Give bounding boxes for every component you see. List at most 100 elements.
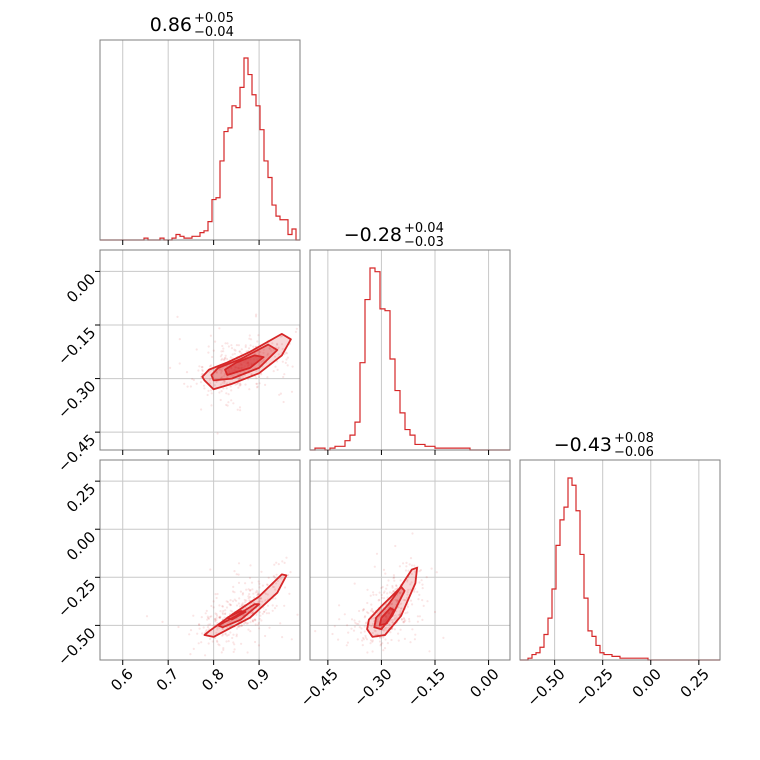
sample-point — [386, 584, 389, 587]
sample-point — [251, 612, 254, 615]
sample-point — [403, 620, 406, 623]
sample-point — [333, 625, 336, 628]
sample-point — [400, 617, 403, 621]
sample-point — [207, 617, 211, 620]
sample-point — [215, 617, 218, 620]
sample-point — [205, 609, 208, 613]
sample-point — [224, 612, 227, 616]
sample-point — [218, 369, 221, 372]
sample-point — [373, 629, 376, 632]
sample-point — [270, 349, 273, 352]
x-tick-label-1-3: 0.00 — [466, 665, 502, 701]
sample-point — [275, 561, 278, 564]
sample-point — [236, 373, 239, 376]
sample-point — [224, 632, 227, 635]
sample-point — [259, 597, 262, 600]
sample-point — [215, 631, 218, 635]
sample-point — [372, 593, 375, 596]
sample-point — [233, 648, 236, 651]
sample-point — [260, 619, 263, 622]
sample-point — [216, 592, 219, 596]
sample-point — [240, 642, 243, 645]
sample-point — [210, 392, 213, 395]
sample-point — [196, 632, 199, 635]
sample-point — [420, 579, 423, 582]
sample-point — [378, 591, 381, 594]
sample-point — [183, 382, 186, 385]
sample-point — [220, 390, 223, 393]
sample-point — [405, 596, 409, 600]
sample-point — [237, 378, 240, 381]
sample-point — [235, 635, 238, 638]
sample-point — [231, 590, 235, 593]
sample-point — [239, 590, 242, 593]
sample-point — [383, 647, 387, 650]
sample-point — [413, 564, 416, 567]
sample-point — [372, 591, 375, 594]
sample-point — [237, 625, 241, 628]
sample-point — [177, 625, 180, 629]
contour-level-2 — [226, 610, 247, 621]
sample-point — [362, 608, 365, 611]
sample-point — [285, 556, 288, 559]
sample-point — [221, 376, 224, 379]
sample-point — [277, 563, 280, 566]
sample-point — [392, 590, 395, 593]
sample-point — [393, 617, 396, 620]
sample-point — [283, 353, 286, 356]
sample-point — [281, 347, 284, 351]
sample-point — [280, 343, 284, 346]
sample-point — [233, 352, 236, 355]
sample-point — [241, 592, 245, 595]
sample-point — [413, 587, 417, 590]
sample-point — [222, 380, 226, 383]
sample-point — [244, 621, 247, 624]
sample-point — [222, 347, 225, 350]
sample-point — [396, 599, 399, 602]
sample-point — [279, 622, 282, 625]
sample-point — [261, 612, 264, 615]
sample-point — [295, 327, 298, 330]
sample-point — [397, 632, 400, 635]
sample-point — [238, 376, 241, 379]
sample-point — [279, 335, 282, 338]
sample-point — [363, 625, 366, 628]
sample-point — [145, 615, 149, 618]
sample-point — [399, 579, 402, 582]
sample-point — [189, 629, 193, 632]
sample-point — [221, 381, 224, 384]
sample-point — [404, 619, 407, 622]
sample-point — [225, 600, 228, 603]
sample-point — [199, 381, 203, 384]
sample-point — [257, 623, 260, 626]
sample-point — [413, 590, 416, 593]
sample-point — [381, 642, 384, 645]
sample-point — [411, 628, 414, 631]
sample-point — [225, 403, 228, 406]
sample-point — [258, 627, 261, 630]
sample-point — [256, 591, 259, 594]
sample-point — [229, 356, 232, 359]
sample-point — [236, 408, 239, 411]
sample-point — [381, 585, 384, 589]
sample-point — [404, 612, 407, 615]
sample-point — [264, 383, 267, 386]
sample-point — [207, 351, 210, 354]
sample-point — [260, 597, 263, 600]
sample-point — [397, 639, 400, 642]
sample-point — [229, 631, 232, 634]
sample-point — [338, 618, 341, 621]
sample-point — [392, 577, 395, 580]
sample-point — [343, 613, 346, 616]
sample-point — [220, 651, 223, 654]
sample-point — [375, 625, 378, 628]
contour-level-0 — [366, 566, 418, 638]
sample-point — [271, 342, 274, 345]
sample-point — [273, 607, 277, 610]
sample-point — [214, 620, 217, 623]
sample-point — [276, 360, 279, 363]
sample-point — [247, 597, 250, 600]
sample-point — [231, 610, 234, 613]
sample-point — [206, 615, 209, 618]
sample-point — [216, 432, 219, 435]
